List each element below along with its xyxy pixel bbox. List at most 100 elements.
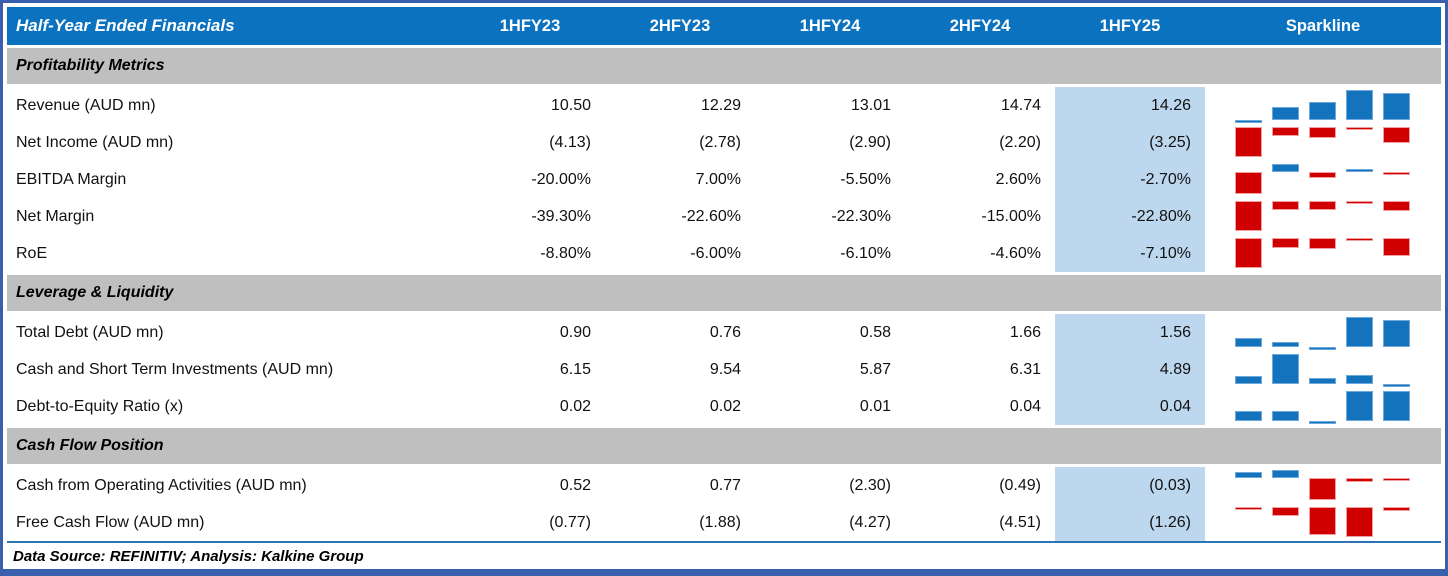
row-label: Free Cash Flow (AUD mn): [16, 513, 205, 531]
sparkline-bar: [1309, 377, 1336, 384]
row-label: Cash and Short Term Investments (AUD mn): [16, 360, 334, 378]
section-header: Cash Flow Position: [7, 428, 1441, 464]
sparkline-bar: [1309, 102, 1336, 120]
row-label: Cash from Operating Activities (AUD mn): [16, 476, 307, 494]
value-cell-1hfy25: (1.26): [1055, 504, 1205, 541]
sparkline-bar: [1272, 164, 1299, 172]
row-label: EBITDA Margin: [16, 170, 127, 188]
table-row: Free Cash Flow (AUD mn) (0.77) (1.88) (4.27…: [7, 504, 1441, 541]
value-cell-1hfy23: 0.02: [559, 397, 591, 415]
sparkline-bar: [1383, 171, 1410, 175]
table-header-row: Half-Year Ended Financials 1HFY23 2HFY23 1…: [7, 7, 1441, 45]
sparkline-bar: [1309, 477, 1336, 500]
value-cell-1hfy23: -39.30%: [531, 207, 591, 225]
column-header-1hfy23: 1HFY23: [499, 16, 561, 35]
sparkline-bar: [1346, 477, 1373, 483]
row-label: Total Debt (AUD mn): [16, 323, 164, 341]
value-cell-2hfy23: 0.77: [709, 476, 741, 494]
value-cell-1hfy23: 0.90: [559, 323, 591, 341]
value-cell-1hfy23: -8.80%: [540, 244, 591, 262]
value-cell-1hfy23: (0.77): [549, 513, 591, 531]
column-header-sparkline: Sparkline: [1285, 16, 1361, 35]
sparkline-bar: [1383, 507, 1410, 511]
sparkline-bar: [1383, 391, 1410, 421]
sparkline-bar: [1272, 342, 1299, 347]
table-body: Profitability Metrics Revenue (AUD mn) 10.…: [7, 48, 1441, 541]
value-cell-1hfy24: -22.30%: [831, 207, 891, 225]
sparkline-bar: [1235, 238, 1262, 268]
value-cell-2hfy24: (4.51): [999, 513, 1041, 531]
sparkline-bar: [1383, 477, 1410, 481]
sparkline-bar: [1272, 354, 1299, 384]
sparkline-bar: [1309, 171, 1336, 178]
value-cell-1hfy24: (2.30): [849, 476, 891, 494]
row-label: Debt-to-Equity Ratio (x): [16, 397, 184, 415]
sparkline-bar: [1346, 90, 1373, 120]
sparkline-bar: [1383, 384, 1410, 387]
value-cell-1hfy25: 14.26: [1055, 87, 1205, 124]
value-cell-1hfy24: 0.58: [859, 323, 891, 341]
sparkline-bar: [1346, 168, 1373, 172]
sparkline-bar: [1235, 507, 1262, 510]
value-cell-2hfy23: -22.60%: [681, 207, 741, 225]
table-row: Debt-to-Equity Ratio (x) 0.02 0.02 0.01 0.04…: [7, 388, 1441, 425]
sparkline-bar: [1309, 421, 1336, 424]
value-cell-2hfy23: 12.29: [700, 96, 741, 114]
value-cell-2hfy23: (1.88): [699, 513, 741, 531]
sparkline-bar: [1346, 374, 1373, 384]
row-label: Revenue (AUD mn): [16, 96, 156, 114]
value-cell-2hfy23: 7.00%: [695, 170, 741, 188]
footer-separator-line: [7, 541, 1441, 543]
sparkline-bar: [1346, 507, 1373, 537]
sparkline: [1205, 467, 1441, 504]
value-cell-2hfy24: 14.74: [1000, 96, 1041, 114]
sparkline: [1205, 198, 1441, 235]
sparkline-bar: [1383, 201, 1410, 211]
sparkline-bar: [1235, 338, 1262, 347]
sparkline: [1205, 235, 1441, 272]
table-title: Half-Year Ended Financials: [16, 16, 235, 35]
value-cell-2hfy24: 6.31: [1009, 360, 1041, 378]
value-cell-2hfy23: -6.00%: [690, 244, 741, 262]
value-cell-1hfy24: (4.27): [849, 513, 891, 531]
sparkline-bar: [1346, 317, 1373, 347]
value-cell-2hfy24: (2.20): [999, 133, 1041, 151]
sparkline-bar: [1235, 127, 1262, 157]
value-cell-2hfy23: 9.54: [709, 360, 741, 378]
sparkline-bar: [1235, 120, 1262, 123]
sparkline-bar: [1235, 171, 1262, 194]
sparkline-bar: [1309, 347, 1336, 350]
value-cell-1hfy23: -20.00%: [531, 170, 591, 188]
value-cell-2hfy24: 2.60%: [995, 170, 1041, 188]
value-cell-2hfy24: -4.60%: [990, 244, 1041, 262]
value-cell-2hfy23: (2.78): [699, 133, 741, 151]
sparkline-bar: [1235, 472, 1262, 478]
value-cell-1hfy23: 6.15: [559, 360, 591, 378]
sparkline-bar: [1346, 127, 1373, 130]
sparkline: [1205, 87, 1441, 124]
sparkline: [1205, 388, 1441, 425]
sparkline: [1205, 351, 1441, 388]
value-cell-1hfy25: 4.89: [1055, 351, 1205, 388]
value-cell-1hfy25: -7.10%: [1055, 235, 1205, 272]
value-cell-1hfy24: (2.90): [849, 133, 891, 151]
sparkline-bar: [1235, 411, 1262, 421]
sparkline-bar: [1235, 375, 1262, 384]
value-cell-1hfy23: 10.50: [550, 96, 591, 114]
value-cell-1hfy24: -5.50%: [840, 170, 891, 188]
sparkline-bar: [1272, 107, 1299, 120]
value-cell-2hfy24: 1.66: [1009, 323, 1041, 341]
section-header: Profitability Metrics: [7, 48, 1441, 84]
table-row: Total Debt (AUD mn) 0.90 0.76 0.58 1.66 1.56: [7, 314, 1441, 351]
sparkline-bar: [1346, 201, 1373, 204]
sparkline-bar: [1309, 127, 1336, 138]
sparkline-bar: [1309, 238, 1336, 249]
table-row: EBITDA Margin -20.00% 7.00% -5.50% 2.60% -2.7…: [7, 161, 1441, 198]
column-header-2hfy23: 2HFY23: [649, 16, 711, 35]
value-cell-1hfy25: -2.70%: [1055, 161, 1205, 198]
sparkline: [1205, 161, 1441, 198]
data-source-note: Data Source: REFINITIV; Analysis: Kalkin…: [13, 547, 364, 565]
sparkline-bar: [1346, 238, 1373, 241]
sparkline-bar: [1309, 507, 1336, 536]
section-header: Leverage & Liquidity: [7, 275, 1441, 311]
